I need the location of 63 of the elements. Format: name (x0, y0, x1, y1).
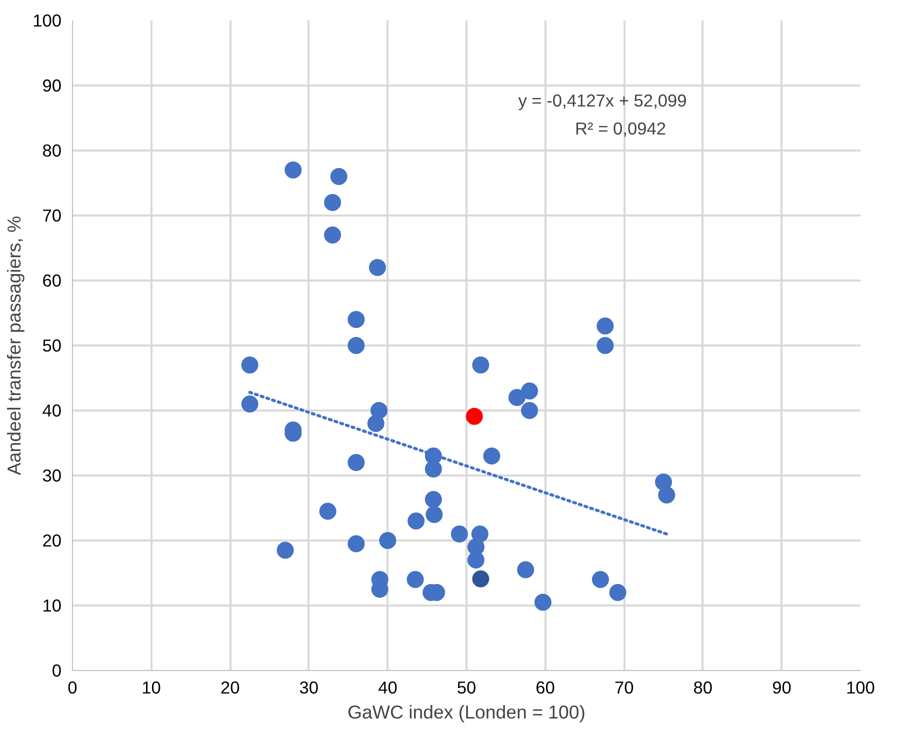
x-tick-label: 10 (142, 678, 161, 698)
annotation: y = -0,4127x + 52,099 (518, 90, 687, 110)
annotation: R² = 0,0942 (574, 118, 666, 138)
x-tick-label: 70 (614, 678, 634, 698)
point (450, 526, 468, 542)
y-tick-label: 50 (42, 336, 62, 356)
point (483, 448, 500, 464)
point (517, 561, 534, 578)
y-tick-label: 30 (42, 466, 62, 486)
point (276, 542, 294, 559)
point (284, 162, 302, 178)
point (241, 396, 258, 412)
point (324, 226, 342, 244)
point (521, 382, 538, 400)
point (424, 460, 442, 478)
x-tick-label: 100 (846, 678, 875, 698)
y-axis-title: Aandeel transfer passagiers, % (4, 216, 25, 476)
y-tick-label: 60 (42, 270, 62, 290)
point (370, 402, 388, 419)
y-tick-label: 100 (32, 10, 62, 30)
point (467, 552, 484, 568)
point (472, 356, 490, 374)
y-tick-label: 80 (42, 140, 62, 160)
x-tick-label: 40 (378, 678, 398, 698)
point (324, 194, 342, 211)
point (348, 311, 365, 328)
point (658, 486, 676, 504)
point (406, 571, 424, 588)
y-tick-label: 0 (52, 660, 62, 680)
point (466, 408, 483, 425)
point (471, 526, 488, 542)
point (368, 259, 386, 276)
x-tick-label: 50 (456, 678, 476, 698)
point (472, 570, 490, 588)
y-tick-label: 70 (42, 206, 62, 226)
x-tick-label: 0 (68, 678, 78, 698)
point (596, 337, 614, 354)
point (508, 389, 526, 406)
y-tick-label: 20 (42, 530, 62, 550)
point (319, 502, 336, 520)
x-tick-label: 30 (299, 678, 319, 698)
y-tick-label: 90 (42, 76, 62, 96)
point (596, 318, 614, 334)
y-tick-label: 10 (42, 596, 62, 616)
point (348, 454, 365, 471)
x-tick-label: 20 (220, 678, 240, 698)
point (609, 584, 626, 601)
x-tick-label: 60 (536, 678, 555, 698)
point (379, 532, 396, 549)
point (241, 356, 258, 374)
y-tick-label: 40 (42, 400, 62, 420)
point (348, 337, 365, 354)
x-tick-label: 90 (772, 678, 792, 698)
point (330, 168, 348, 185)
point (408, 512, 425, 530)
point (424, 491, 442, 508)
x-tick-label: 80 (693, 678, 713, 698)
point (426, 506, 443, 523)
x-axis-title: GaWC index (Londen = 100) (348, 702, 586, 722)
point (592, 571, 609, 588)
point (521, 402, 538, 419)
point (534, 594, 552, 611)
point (348, 535, 365, 552)
